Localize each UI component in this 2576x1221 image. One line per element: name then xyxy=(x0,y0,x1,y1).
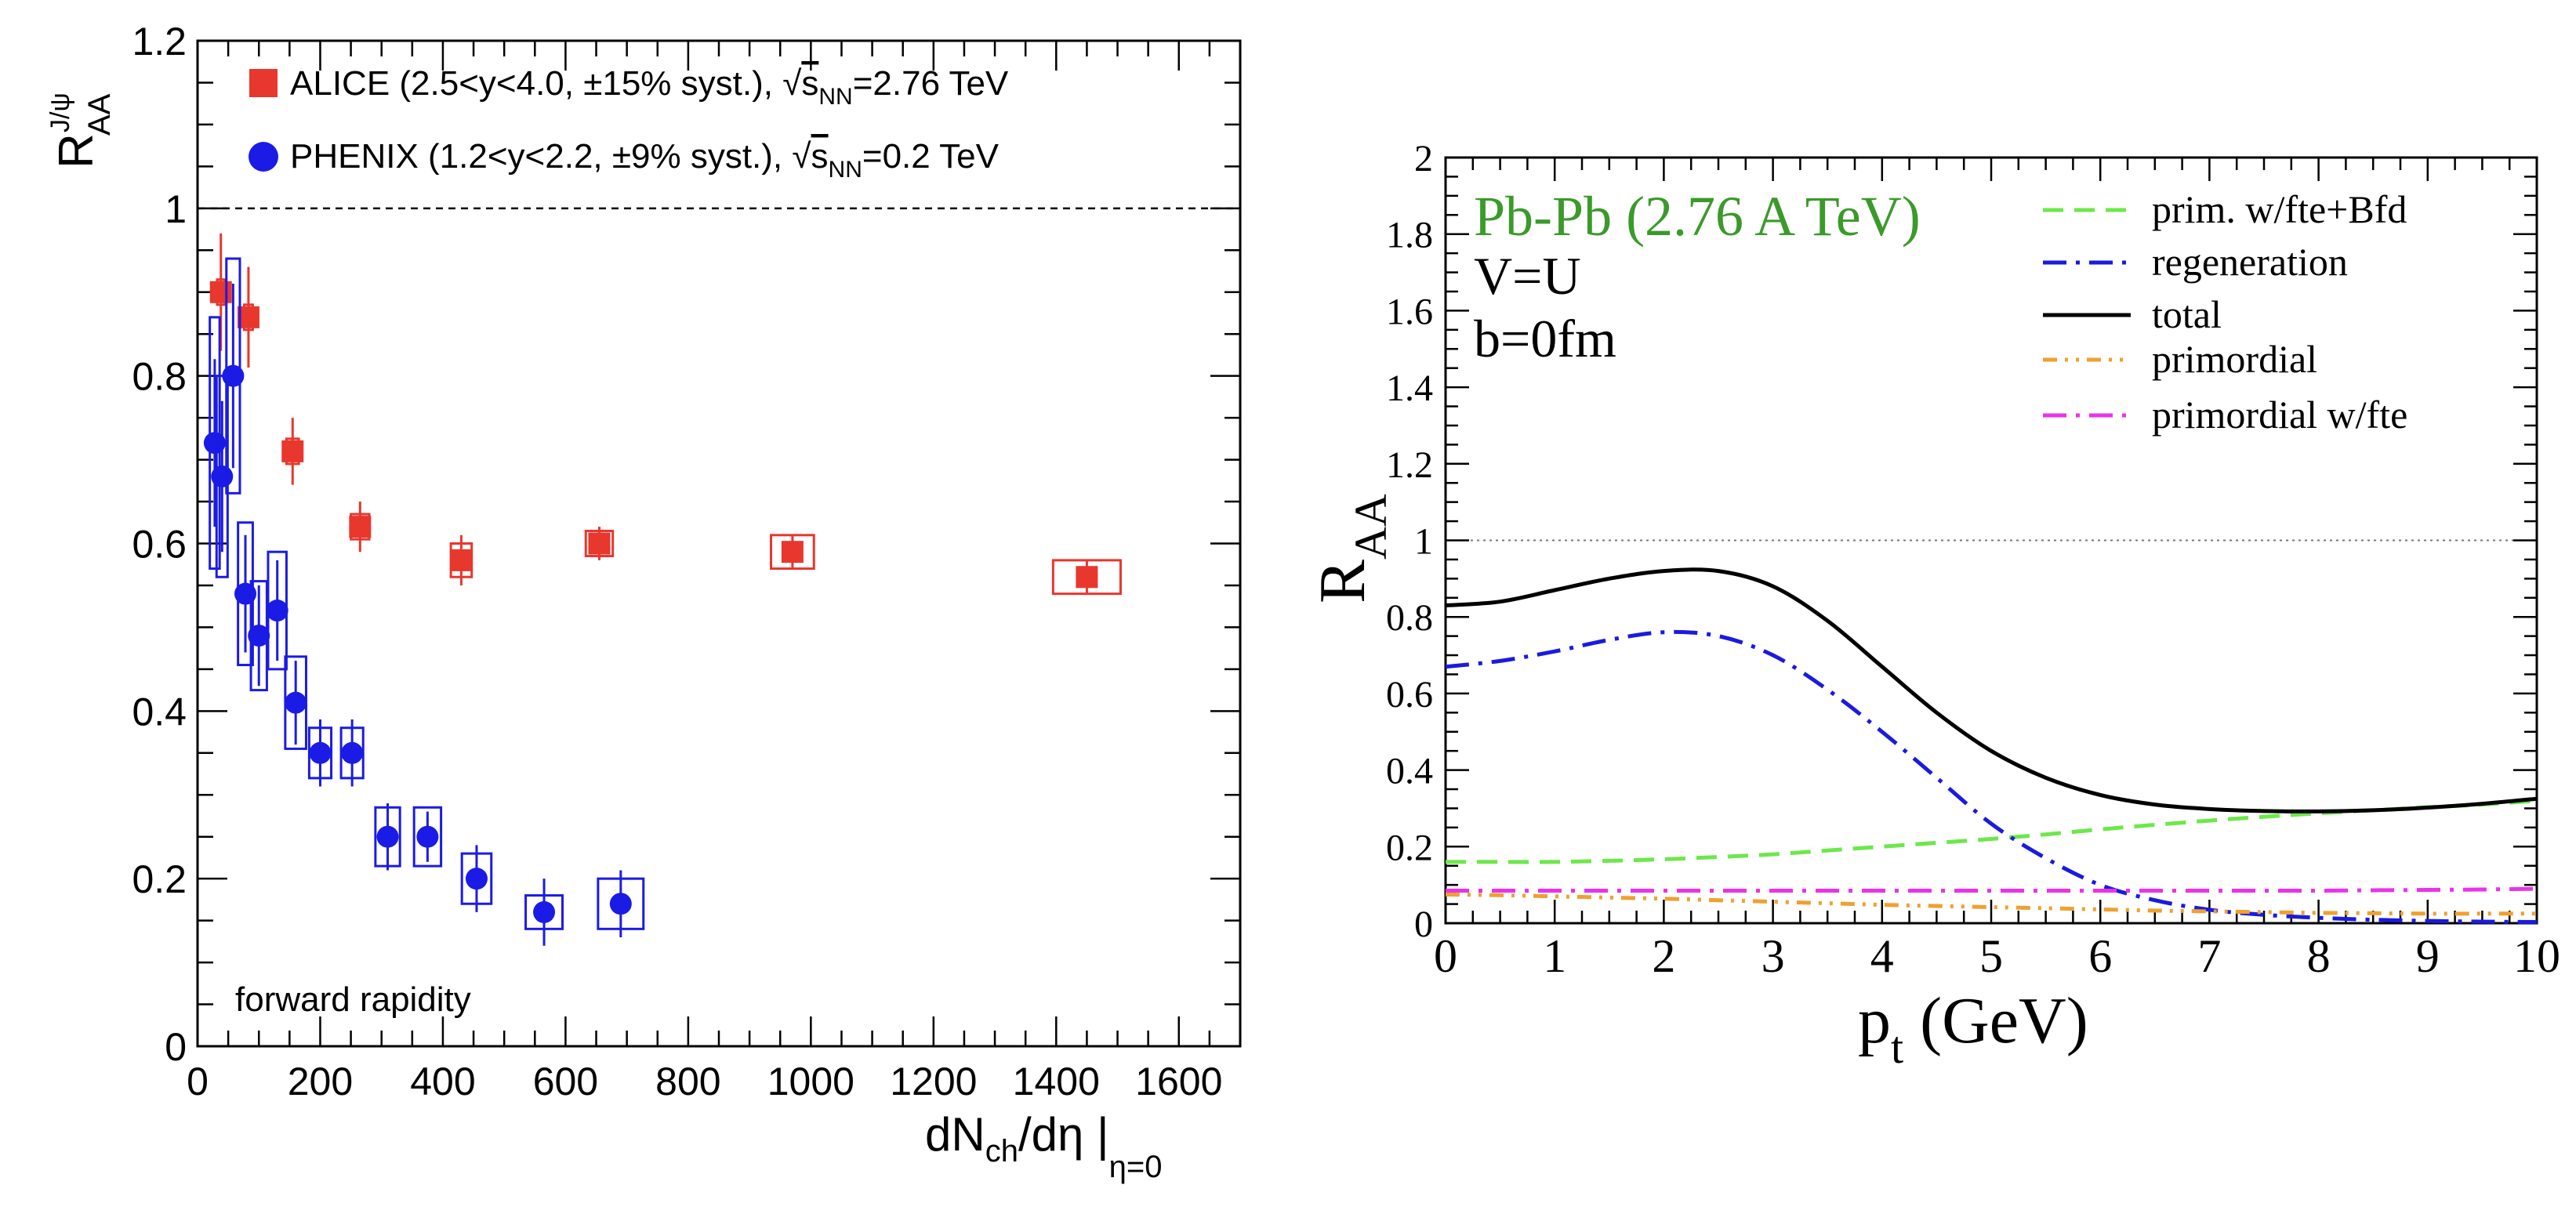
alice-point xyxy=(1076,566,1098,589)
left-x-tick-label: 200 xyxy=(288,1060,353,1103)
right-y-tick-label: 1 xyxy=(1414,521,1433,563)
phenix-point xyxy=(222,364,245,387)
left-y-tick-label: 0 xyxy=(165,1025,187,1069)
alice-point xyxy=(237,306,259,328)
left-x-tick-label: 1600 xyxy=(1135,1060,1222,1103)
legend-label-total: total xyxy=(2152,292,2222,336)
left-x-tick-label: 400 xyxy=(410,1060,475,1103)
right-x-tick-label: 6 xyxy=(2088,930,2112,982)
left-data-points xyxy=(203,233,1122,946)
series-line-total xyxy=(1445,567,2538,813)
left-y-tick-label: 0.6 xyxy=(132,523,187,567)
right-x-tick-label: 10 xyxy=(2513,930,2560,982)
right-series-lines xyxy=(1445,567,2538,924)
left-annotation: forward rapidity xyxy=(235,980,471,1019)
right-x-ticks: 0 1 2 3 4 5 6 7 8 9 10 xyxy=(1434,158,2560,982)
left-x-tick-label: 800 xyxy=(655,1060,720,1103)
legend-label-phenix: PHENIX (1.2<y<2.2, ±9% syst.), √sNN=0.2 … xyxy=(290,137,1000,183)
phenix-point xyxy=(309,741,332,764)
right-y-tick-label: 1.8 xyxy=(1386,215,1433,256)
phenix-point xyxy=(376,825,399,848)
series-line-regeneration xyxy=(1445,629,2538,924)
right-x-tick-label: 3 xyxy=(1761,930,1785,982)
alice-point xyxy=(209,281,232,303)
legend-label-alice: ALICE (2.5<y<4.0, ±15% syst.), √sNN=2.76… xyxy=(290,64,1009,110)
right-y-ticks: 0 0.2 0.4 0.6 0.8 1 1.2 1.4 1.6 1.8 2 xyxy=(1386,138,2537,945)
right-y-tick-label: 1.6 xyxy=(1386,291,1433,332)
right-annotation-impact: b=0fm xyxy=(1474,309,1616,368)
right-x-tick-label: 2 xyxy=(1652,930,1675,982)
phenix-point xyxy=(211,465,234,487)
right-y-tick-label: 0 xyxy=(1414,904,1433,945)
right-x-tick-label: 1 xyxy=(1543,930,1566,982)
alice-point xyxy=(281,440,304,462)
left-y-tick-label: 0.8 xyxy=(132,355,187,399)
alice-point xyxy=(349,516,372,538)
svg-text:AA: AA xyxy=(1345,494,1396,560)
phenix-point xyxy=(203,432,226,455)
left-chart: 0 0.2 0.4 0.6 0.8 1 1.2 0 200 400 600 800 1000 1200 1… xyxy=(45,20,1242,1184)
legend-marker-alice xyxy=(249,69,278,97)
alice-point xyxy=(781,541,804,563)
legend-marker-phenix xyxy=(249,142,278,172)
right-x-tick-label: 0 xyxy=(1434,930,1457,982)
phenix-syst-box xyxy=(412,806,443,868)
phenix-point xyxy=(341,741,364,764)
left-y-tick-label: 1 xyxy=(165,187,187,231)
right-x-label: pt (GeV) xyxy=(1858,984,2088,1073)
phenix-point xyxy=(285,691,307,714)
left-x-tick-label: 1000 xyxy=(767,1060,854,1103)
right-annotation-system: Pb-Pb (2.76 A TeV) xyxy=(1474,185,1921,248)
left-x-label: dNch/dη |η=0 xyxy=(925,1108,1162,1184)
left-x-tick-label: 0 xyxy=(187,1060,209,1103)
left-x-ticks: 0 200 400 600 800 1000 1200 1400 1600 xyxy=(187,41,1242,1103)
series-line-primordial xyxy=(1445,892,2537,916)
right-y-tick-label: 0.4 xyxy=(1386,751,1433,792)
right-chart: 0 0.2 0.4 0.6 0.8 1 1.2 1.4 1.6 1.8 2 0 1 2 3 4 5 6 7 8 9 10… xyxy=(1306,138,2560,1073)
phenix-point xyxy=(266,600,288,622)
legend-label-primordial: primordial xyxy=(2152,337,2317,381)
left-x-tick-label: 1400 xyxy=(1013,1060,1100,1103)
phenix-point xyxy=(416,825,439,848)
right-x-tick-label: 8 xyxy=(2307,930,2331,982)
phenix-point xyxy=(609,893,632,915)
right-y-tick-label: 0.6 xyxy=(1386,674,1433,716)
svg-text:R: R xyxy=(49,133,103,168)
phenix-point xyxy=(248,625,270,647)
legend-label-regeneration: regeneration xyxy=(2152,240,2348,284)
right-annotation-potential: V=U xyxy=(1474,246,1581,306)
legend-label-primordial-w-fte: primordial w/fte xyxy=(2152,393,2407,437)
left-x-tick-label: 600 xyxy=(533,1060,598,1103)
phenix-point xyxy=(234,582,257,605)
right-x-tick-label: 9 xyxy=(2416,930,2440,982)
legend-label-prim-w-fte-bfd: prim. w/fte+Bfd xyxy=(2152,187,2407,231)
right-y-tick-label: 0.8 xyxy=(1386,597,1433,639)
left-legend: ALICE (2.5<y<4.0, ±15% syst.), √sNN=2.76… xyxy=(249,64,1009,183)
right-y-tick-label: 1.4 xyxy=(1386,368,1433,409)
alice-point xyxy=(588,532,611,555)
alice-point xyxy=(450,549,473,571)
svg-text:J/ψ: J/ψ xyxy=(45,92,75,132)
phenix-point xyxy=(465,868,488,890)
right-y-tick-label: 2 xyxy=(1414,138,1433,179)
left-y-tick-label: 0.4 xyxy=(132,690,187,734)
left-y-label: R AA J/ψ xyxy=(45,92,117,168)
right-y-tick-label: 0.2 xyxy=(1386,827,1433,868)
right-legend: prim. w/fte+Bfdregenerationtotalprimordi… xyxy=(2043,187,2407,437)
left-y-ticks: 0 0.2 0.4 0.6 0.8 1 1.2 xyxy=(132,20,1240,1069)
left-y-tick-label: 0.2 xyxy=(132,857,187,901)
right-y-tick-label: 1.2 xyxy=(1386,444,1433,486)
right-x-tick-label: 5 xyxy=(1979,930,2003,982)
left-x-tick-label: 1200 xyxy=(890,1060,977,1103)
series-line-primordial-w-fte xyxy=(1446,886,2538,893)
right-x-tick-label: 4 xyxy=(1870,930,1894,982)
left-y-tick-label: 1.2 xyxy=(132,20,187,63)
right-x-tick-label: 7 xyxy=(2197,930,2221,982)
phenix-point xyxy=(533,900,556,923)
svg-text:AA: AA xyxy=(82,93,117,136)
right-y-label: R AA xyxy=(1306,494,1396,603)
svg-text:R: R xyxy=(1306,560,1379,603)
